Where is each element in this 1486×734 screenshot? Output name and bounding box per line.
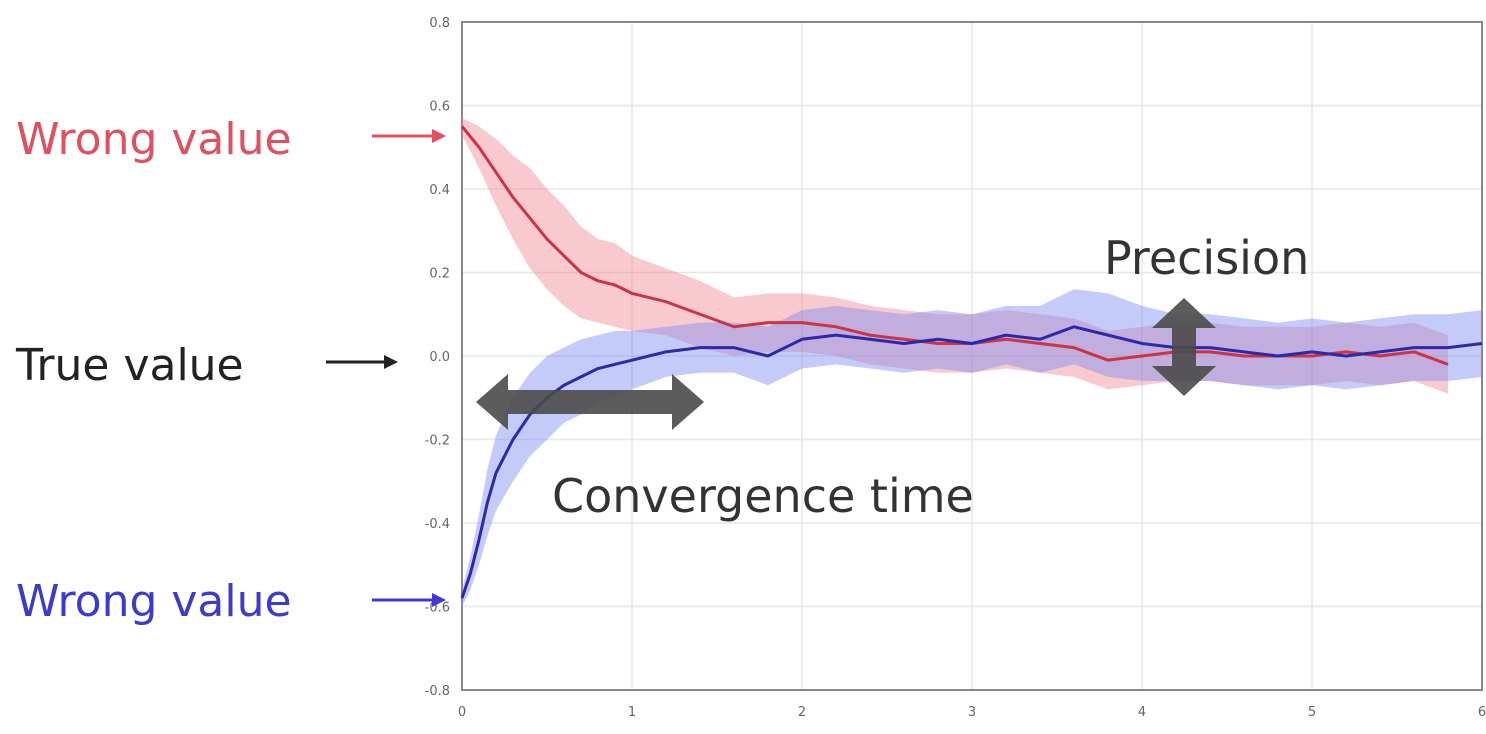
- x-tick-label: 1: [628, 705, 636, 720]
- precision-double-arrow: [1152, 298, 1216, 396]
- y-tick-label: 0.2: [429, 267, 450, 282]
- wrong-value-top-arrow: [372, 129, 446, 143]
- plot-frame: [461, 21, 1483, 691]
- y-tick-label: -0.2: [425, 434, 450, 449]
- y-tick-label: 0.6: [429, 100, 450, 115]
- x-tick-label: 5: [1308, 705, 1316, 720]
- y-tick-label: -0.8: [425, 684, 450, 699]
- y-tick-label: 0.4: [429, 183, 450, 198]
- x-tick-label: 2: [798, 705, 806, 720]
- x-tick-label: 6: [1478, 705, 1486, 720]
- convergence-time-double-arrow: [476, 374, 704, 430]
- wrong-value-bottom-label: Wrong value: [16, 576, 292, 627]
- x-tick-labels: 0 1 2 3 4 5 6: [458, 705, 1486, 720]
- series-line-0: [460, 125, 1449, 366]
- series-band-1: [462, 289, 1482, 607]
- wrong-value-top-label: Wrong value: [16, 114, 292, 165]
- y-tick-label: 0.8: [429, 16, 450, 31]
- x-tick-label: 0: [458, 705, 466, 720]
- x-tick-label: 4: [1138, 705, 1146, 720]
- true-value-label: True value: [15, 340, 244, 391]
- x-tick-label: 3: [968, 705, 976, 720]
- y-tick-label: -0.4: [425, 517, 450, 532]
- y-tick-label: 0.0: [429, 350, 450, 365]
- wrong-value-bottom-arrow: [372, 593, 446, 607]
- true-value-arrow: [326, 355, 398, 369]
- convergence-time-label: Convergence time: [552, 469, 974, 523]
- y-tick-labels: -0.8 -0.6 -0.4 -0.2 0.0 0.2 0.4 0.6 0.8: [425, 16, 450, 699]
- precision-label: Precision: [1104, 231, 1309, 285]
- y-tick-label: -0.6: [425, 601, 450, 616]
